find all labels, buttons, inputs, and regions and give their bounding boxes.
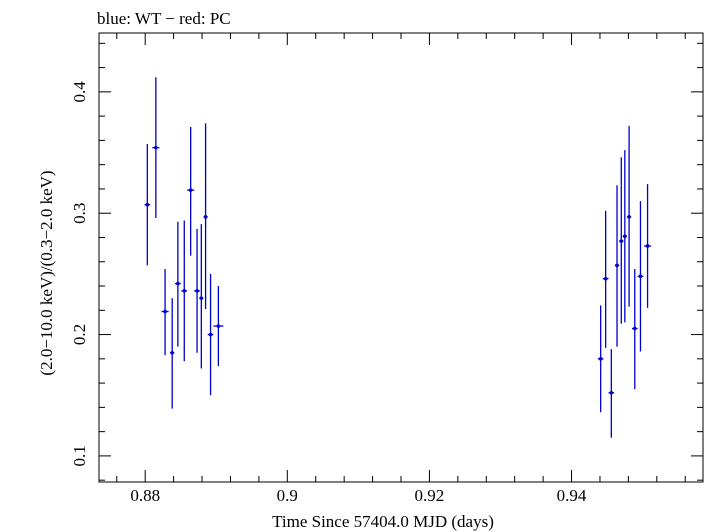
chart-title: blue: WT − red: PC: [97, 9, 231, 28]
data-point: [144, 144, 151, 266]
data-point: [644, 184, 652, 308]
point-marker: [598, 357, 603, 361]
point-marker: [199, 296, 204, 300]
point-marker: [638, 274, 643, 279]
point-marker: [145, 202, 150, 207]
y-tick-label: 0.2: [70, 324, 89, 345]
point-marker: [195, 289, 199, 293]
point-marker: [154, 145, 158, 150]
data-point: [203, 123, 208, 310]
data-point: [608, 349, 615, 438]
data-point: [602, 210, 609, 348]
series-wt: [144, 77, 652, 438]
data-point: [626, 125, 632, 307]
data-point: [619, 157, 624, 324]
data-point: [199, 224, 204, 369]
x-tick-label: 0.92: [415, 486, 445, 505]
y-tick-label: 0.4: [70, 81, 89, 103]
point-marker: [203, 215, 208, 219]
data-point: [631, 269, 638, 390]
data-point: [597, 305, 604, 413]
point-marker: [163, 309, 167, 314]
point-marker: [170, 350, 174, 355]
point-marker: [603, 276, 608, 281]
data-point: [213, 286, 224, 367]
data-point: [614, 185, 620, 347]
point-marker: [188, 188, 193, 192]
point-marker: [216, 324, 221, 328]
y-tick-label: 0.1: [70, 445, 89, 466]
data-point: [181, 220, 188, 362]
data-point: [152, 77, 160, 219]
y-axis-label: (2.0−10.0 keV)/(0.3−2.0 keV): [37, 170, 56, 375]
point-marker: [619, 239, 624, 243]
point-marker: [645, 244, 650, 248]
data-point: [170, 298, 175, 409]
x-tick-label: 0.88: [130, 486, 160, 505]
point-marker: [176, 281, 180, 286]
point-marker: [208, 332, 213, 337]
data-point: [207, 273, 214, 396]
point-marker: [632, 326, 637, 331]
y-tick-label: 0.3: [70, 203, 89, 224]
data-point: [194, 228, 200, 353]
data-point: [175, 221, 181, 347]
point-marker: [615, 263, 619, 268]
x-axis-label: Time Since 57404.0 MJD (days): [272, 512, 494, 531]
point-marker: [627, 215, 631, 219]
point-marker: [182, 289, 187, 293]
data-point: [161, 269, 169, 356]
data-point: [187, 127, 195, 256]
data-point: [637, 201, 644, 352]
data-point: [622, 150, 627, 323]
point-marker: [623, 234, 627, 239]
point-marker: [609, 391, 614, 395]
x-tick-label: 0.94: [557, 486, 587, 505]
plot-frame: [98, 32, 704, 483]
x-tick-label: 0.9: [277, 486, 298, 505]
